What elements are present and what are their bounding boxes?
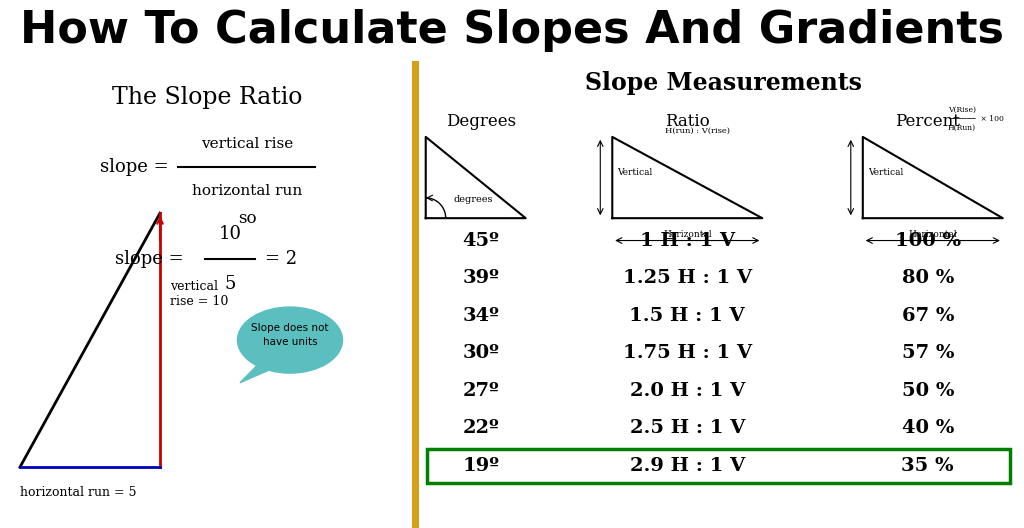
Text: 40 %: 40 % [901, 419, 954, 438]
Text: 45º: 45º [462, 231, 499, 250]
Text: 10: 10 [218, 224, 242, 242]
Ellipse shape [238, 307, 342, 373]
Text: 50 %: 50 % [901, 382, 954, 400]
Text: = 2: = 2 [265, 250, 297, 268]
Text: 22º: 22º [463, 419, 499, 438]
Text: so: so [238, 210, 256, 227]
Text: 1.25 H : 1 V: 1.25 H : 1 V [623, 269, 752, 287]
Text: The Slope Ratio: The Slope Ratio [113, 86, 302, 109]
Text: Vertical: Vertical [617, 168, 652, 177]
Text: 30º: 30º [462, 344, 499, 362]
Text: 57 %: 57 % [901, 344, 954, 362]
Text: Slope does not
have units: Slope does not have units [251, 323, 329, 346]
Text: 1.5 H : 1 V: 1.5 H : 1 V [630, 307, 745, 325]
Text: 2.5 H : 1 V: 2.5 H : 1 V [630, 419, 745, 438]
Text: 2.9 H : 1 V: 2.9 H : 1 V [630, 457, 744, 475]
Text: 100 %: 100 % [895, 231, 961, 250]
Text: How To Calculate Slopes And Gradients: How To Calculate Slopes And Gradients [20, 9, 1004, 52]
Text: 27º: 27º [463, 382, 499, 400]
Text: degrees: degrees [454, 195, 494, 204]
Text: 39º: 39º [462, 269, 499, 287]
Text: slope =: slope = [115, 250, 183, 268]
Text: 67 %: 67 % [901, 307, 954, 325]
Bar [412, 61, 419, 528]
Text: 5: 5 [224, 275, 236, 293]
Text: Horizontal: Horizontal [908, 230, 957, 239]
Text: Percent: Percent [895, 113, 961, 130]
Text: V(Rise)
──────  × 100
H(Run): V(Rise) ────── × 100 H(Run) [948, 106, 1004, 132]
Text: 2.0 H : 1 V: 2.0 H : 1 V [630, 382, 744, 400]
Text: 35 %: 35 % [901, 457, 954, 475]
Text: Vertical: Vertical [867, 168, 903, 177]
Text: 34º: 34º [462, 307, 499, 325]
Polygon shape [240, 362, 268, 383]
Text: vertical
rise = 10: vertical rise = 10 [170, 280, 228, 308]
Text: Degrees: Degrees [445, 113, 516, 130]
Text: Horizontal: Horizontal [663, 230, 712, 239]
Text: Slope Measurements: Slope Measurements [585, 71, 862, 95]
Text: H(run) : V(rise): H(run) : V(rise) [665, 127, 730, 135]
Text: 1 H : 1 V: 1 H : 1 V [640, 231, 735, 250]
Text: 80 %: 80 % [901, 269, 954, 287]
Text: horizontal run: horizontal run [191, 184, 302, 197]
Text: 1.75 H : 1 V: 1.75 H : 1 V [623, 344, 752, 362]
Text: slope =: slope = [100, 158, 169, 176]
Text: horizontal run = 5: horizontal run = 5 [20, 486, 136, 499]
Text: Ratio: Ratio [665, 113, 710, 130]
Text: vertical rise: vertical rise [201, 137, 293, 151]
Text: 19º: 19º [462, 457, 500, 475]
